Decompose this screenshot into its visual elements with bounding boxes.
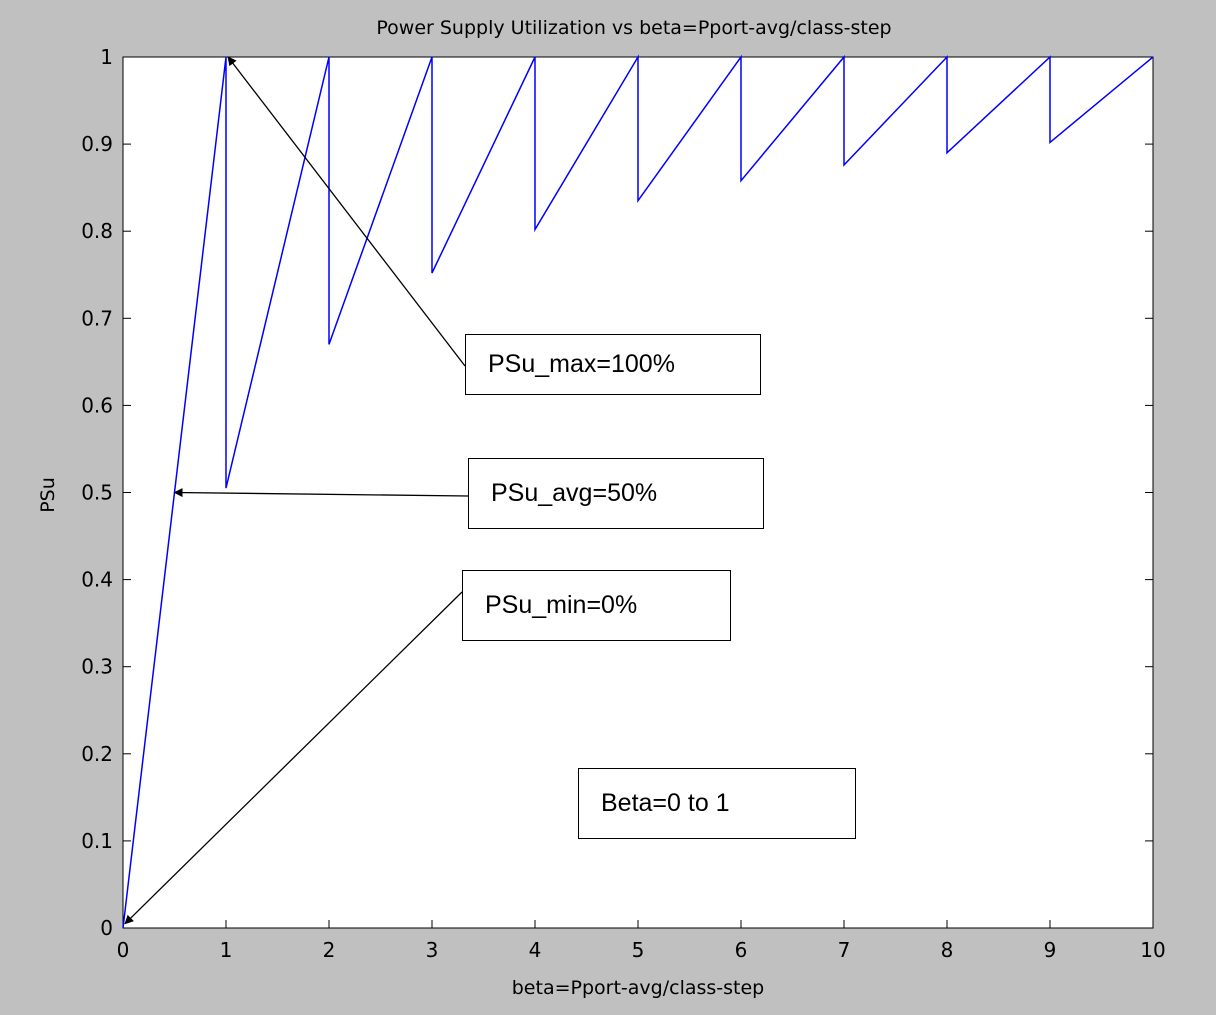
y-tick-label: 0.9 <box>81 132 113 156</box>
x-tick-label: 4 <box>529 938 542 962</box>
annotation-beta-range: Beta=0 to 1 <box>578 768 856 839</box>
x-tick-label: 0 <box>117 938 130 962</box>
x-tick-label: 6 <box>735 938 748 962</box>
annotation-arrow <box>173 488 469 498</box>
y-tick-label: 0.2 <box>81 742 113 766</box>
y-axis-label: PSu <box>37 477 59 513</box>
annotation-arrow <box>227 56 466 367</box>
x-tick-label: 10 <box>1140 938 1165 962</box>
x-tick-label: 2 <box>323 938 336 962</box>
y-tick-label: 0.5 <box>81 481 113 505</box>
series-layer <box>122 54 1154 929</box>
annotation-psu-min: PSu_min=0% <box>462 570 731 641</box>
y-tick-label: 1 <box>100 45 113 69</box>
x-tick-label: 7 <box>838 938 851 962</box>
series-line <box>122 54 1154 929</box>
x-tick-label: 3 <box>426 938 439 962</box>
annotation-arrow <box>124 591 463 925</box>
annotation-arrows <box>124 56 469 925</box>
y-tick-label: 0.3 <box>81 655 113 679</box>
tick-labels: 0 1 2 3 4 5 6 7 8 9 10 0 0.1 0.2 0.3 0.4 0.5 0.6 0.7 0.8 0.9… <box>81 45 1166 962</box>
x-tick-label: 8 <box>941 938 954 962</box>
y-tick-label: 0.1 <box>81 829 113 853</box>
x-tick-label: 1 <box>220 938 233 962</box>
y-tick-label: 0.6 <box>81 393 113 417</box>
annotation-psu-avg: PSu_avg=50% <box>468 458 764 529</box>
chart-title: Power Supply Utilization vs beta=Pport-a… <box>376 17 891 39</box>
x-axis-label: beta=Pport-avg/class-step <box>512 977 765 999</box>
annotation-psu-max: PSu_max=100% <box>465 334 761 395</box>
y-tick-label: 0.7 <box>81 306 113 330</box>
y-tick-label: 0.8 <box>81 219 113 243</box>
x-tick-label: 9 <box>1044 938 1057 962</box>
x-tick-label: 5 <box>632 938 645 962</box>
y-tick-label: 0.4 <box>81 568 113 592</box>
y-tick-label: 0 <box>100 916 113 940</box>
